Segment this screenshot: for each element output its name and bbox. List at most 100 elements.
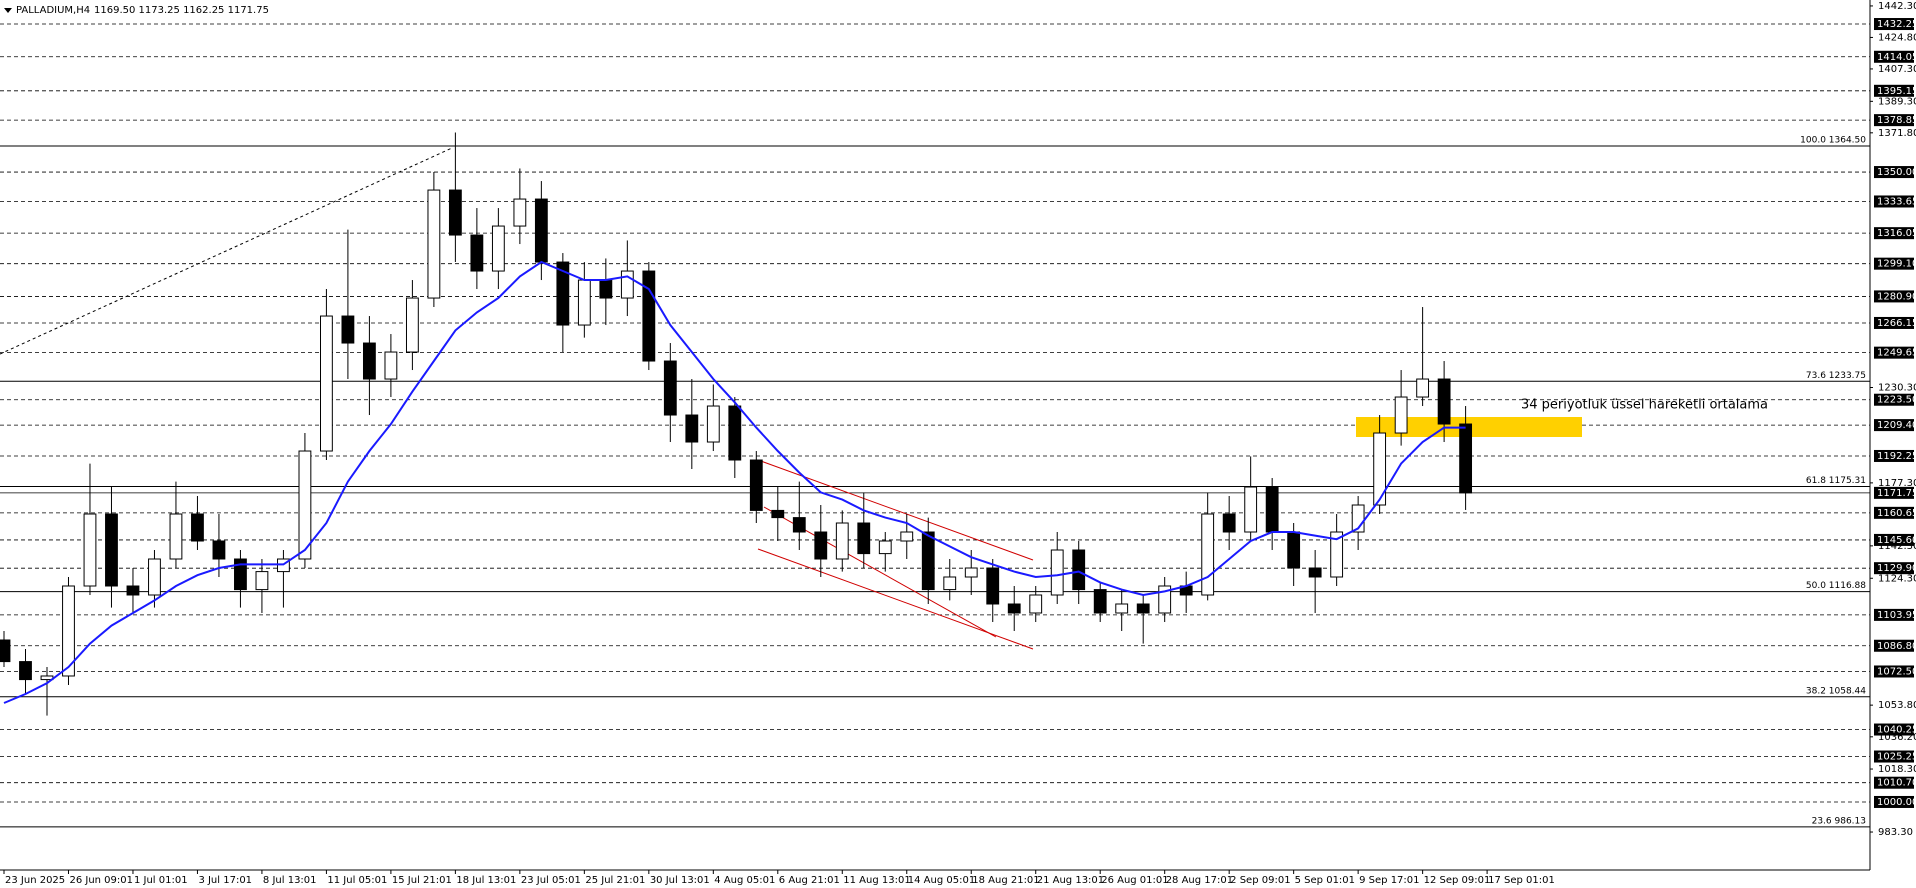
level-label-box [1874, 665, 1914, 678]
x-tick-label: 8 Jul 13:01 [263, 875, 317, 886]
level-label: 1040.25 [1877, 725, 1916, 736]
level-label: 1010.70 [1877, 778, 1916, 789]
candle-body [577, 279, 591, 326]
y-tick-label: 1424.80 [1878, 32, 1916, 43]
candle-body [191, 513, 204, 542]
x-tick-label: 18 Jul 13:01 [456, 875, 516, 886]
candle-body [362, 342, 376, 380]
candle-body [1050, 549, 1064, 596]
level-label: 1395.15 [1877, 86, 1916, 97]
candle-body [83, 513, 97, 587]
level-label: 1160.65 [1877, 508, 1916, 519]
level-label: 1432.25 [1877, 19, 1916, 30]
level-label-box [1874, 776, 1914, 789]
candle-body [470, 234, 484, 272]
candle-body [384, 351, 398, 380]
level-label: 1414.05 [1877, 52, 1916, 63]
candle-body [1330, 531, 1344, 578]
candle-body [534, 198, 548, 263]
candle-body [1007, 603, 1021, 614]
candle-body [169, 513, 183, 560]
level-label-box [1874, 533, 1914, 546]
x-tick-label: 28 Aug 17:01 [1166, 875, 1233, 886]
level-label-box [1874, 419, 1914, 432]
x-tick-label: 26 Jun 09:01 [69, 875, 133, 886]
level-label: 1378.85 [1877, 115, 1916, 126]
data-layer [0, 132, 1473, 716]
level-label: 1299.10 [1877, 259, 1916, 270]
ema-annotation: 34 periyotluk üssel hareketli ortalama [1521, 398, 1768, 413]
fib-label: 100.0 1364.50 [1800, 135, 1866, 145]
level-label-box [1874, 562, 1914, 575]
candle-body [749, 459, 763, 511]
candle-body [513, 198, 527, 227]
candle-body [1029, 594, 1043, 614]
candle-body [1158, 585, 1172, 614]
x-tick-label: 25 Jul 21:01 [585, 875, 645, 886]
fib-label: 38.2 1058.44 [1806, 686, 1866, 696]
level-label-box [1874, 114, 1914, 127]
level-label: 1266.15 [1877, 318, 1916, 329]
candle-body [792, 517, 806, 533]
candle-body [1244, 486, 1258, 533]
fib-label: 73.6 1233.75 [1806, 371, 1866, 381]
chart-title: PALLADIUM,H4 [16, 5, 90, 16]
candle-body [105, 513, 118, 587]
y-tick-label: 1177.30 [1878, 478, 1916, 489]
last-price-label: 1171.75 [1877, 488, 1916, 499]
candle-body [341, 315, 355, 344]
candle-body [1287, 531, 1301, 569]
level-label-box [1874, 393, 1914, 406]
level-label-box [1874, 227, 1914, 240]
level-label-box [1874, 750, 1914, 763]
level-label: 1280.90 [1877, 291, 1916, 302]
candle-body [857, 522, 871, 555]
candle-body [320, 315, 333, 452]
x-tick-label: 18 Aug 21:01 [972, 875, 1039, 886]
x-tick-label: 4 Aug 05:01 [714, 875, 775, 886]
candle-body [878, 540, 892, 555]
y-tick-label: 1142.30 [1878, 541, 1916, 552]
x-tick-label: 9 Sep 17:01 [1359, 875, 1419, 886]
candle-body [642, 270, 656, 362]
level-label-box [1874, 84, 1914, 97]
level-label-box [1874, 608, 1914, 621]
candle-body [599, 279, 613, 299]
level-label: 1086.80 [1877, 641, 1916, 652]
level-label: 1000.00 [1877, 797, 1916, 808]
ohlc-header: 1169.50 1173.25 1162.25 1171.75 [94, 5, 269, 16]
level-label: 1333.65 [1877, 196, 1916, 207]
candle-body [427, 189, 441, 299]
candle-body [126, 585, 140, 596]
candle-body [148, 558, 161, 596]
level-label: 1249.65 [1877, 348, 1916, 359]
menu-arrow [4, 8, 12, 13]
candle-body [900, 531, 914, 542]
x-tick-label: 11 Aug 13:01 [843, 875, 910, 886]
candle-body [835, 522, 849, 560]
candle-body [921, 531, 935, 591]
x-tick-label: 6 Aug 21:01 [779, 875, 840, 886]
level-label-box [1874, 346, 1914, 359]
candle-body [685, 414, 699, 443]
candle-body [1416, 378, 1430, 398]
channel-lower [757, 548, 1034, 650]
fib-label: 23.6 986.13 [1812, 816, 1866, 826]
x-tick-label: 5 Sep 01:01 [1295, 875, 1355, 886]
y-tick-label: 1124.30 [1878, 573, 1916, 584]
level-label-box [1874, 506, 1914, 519]
candle-body [1201, 513, 1215, 596]
level-label: 1209.40 [1877, 420, 1916, 431]
x-tick-label: 21 Aug 13:01 [1037, 875, 1104, 886]
y-tick-label: 1230.30 [1878, 382, 1916, 393]
level-label-box [1874, 639, 1914, 652]
candle-body [620, 270, 634, 299]
level-label-box [1874, 257, 1914, 270]
fib-label: 61.8 1175.31 [1806, 476, 1866, 486]
candle-body [706, 405, 720, 443]
y-tick-label: 1018.30 [1878, 764, 1916, 775]
x-tick-label: 1 Jul 01:01 [134, 875, 188, 886]
